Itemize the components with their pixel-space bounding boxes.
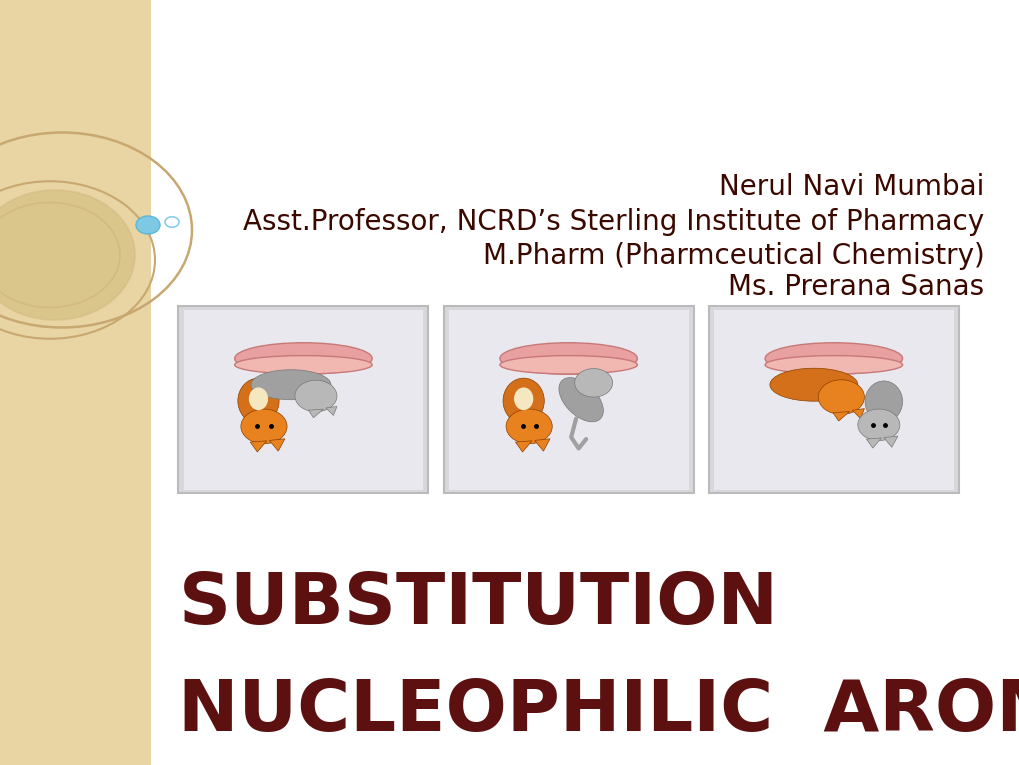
FancyBboxPatch shape <box>448 310 688 490</box>
Polygon shape <box>269 439 284 451</box>
Polygon shape <box>308 409 323 418</box>
Polygon shape <box>852 409 863 418</box>
Ellipse shape <box>234 343 372 374</box>
FancyBboxPatch shape <box>713 310 953 490</box>
Text: Nerul Navi Mumbai: Nerul Navi Mumbai <box>718 174 983 201</box>
Polygon shape <box>833 412 849 421</box>
Circle shape <box>574 369 612 397</box>
Polygon shape <box>515 441 531 452</box>
Circle shape <box>857 409 899 441</box>
Ellipse shape <box>0 190 135 320</box>
Text: NUCLEOPHILIC  AROMATIC: NUCLEOPHILIC AROMATIC <box>178 677 1019 746</box>
Ellipse shape <box>864 381 902 422</box>
Ellipse shape <box>499 356 637 374</box>
Polygon shape <box>883 436 897 448</box>
Circle shape <box>505 409 551 444</box>
Ellipse shape <box>769 368 857 401</box>
FancyBboxPatch shape <box>178 306 428 493</box>
Ellipse shape <box>764 343 902 374</box>
Ellipse shape <box>249 387 268 410</box>
FancyBboxPatch shape <box>0 0 151 765</box>
Circle shape <box>240 409 286 444</box>
Ellipse shape <box>502 378 544 424</box>
Ellipse shape <box>234 356 372 374</box>
FancyBboxPatch shape <box>183 310 423 490</box>
Ellipse shape <box>514 387 533 410</box>
FancyBboxPatch shape <box>443 306 693 493</box>
Circle shape <box>136 216 160 234</box>
Ellipse shape <box>764 356 902 374</box>
Polygon shape <box>326 406 336 415</box>
Ellipse shape <box>558 378 603 422</box>
Circle shape <box>817 379 863 415</box>
Polygon shape <box>250 441 266 452</box>
Ellipse shape <box>499 343 637 374</box>
Circle shape <box>294 380 336 412</box>
FancyBboxPatch shape <box>708 306 958 493</box>
Ellipse shape <box>251 369 330 400</box>
Text: M.Pharm (Pharmceutical Chemistry): M.Pharm (Pharmceutical Chemistry) <box>482 243 983 270</box>
Polygon shape <box>865 438 880 448</box>
Text: SUBSTITUTION: SUBSTITUTION <box>178 570 777 639</box>
Text: Ms. Prerana Sanas: Ms. Prerana Sanas <box>728 273 983 301</box>
Polygon shape <box>534 439 549 451</box>
Text: Asst.Professor, NCRD’s Sterling Institute of Pharmacy: Asst.Professor, NCRD’s Sterling Institut… <box>243 208 983 236</box>
Ellipse shape <box>237 378 279 424</box>
